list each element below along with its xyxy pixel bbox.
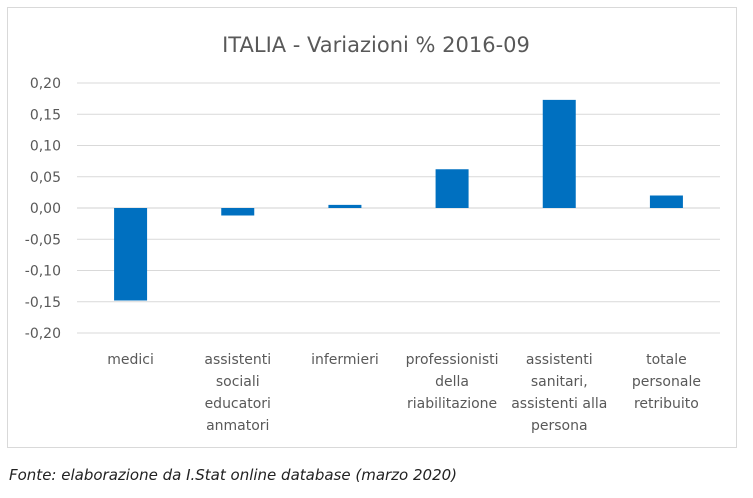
x-tick-label: totale personale retribuito xyxy=(632,352,701,412)
y-axis: 0,20 0,15 0,10 0,05 0,00 -0,05 -0,10 -0,15 -0,20 xyxy=(25,76,61,342)
y-tick-label: -0,20 xyxy=(25,326,61,342)
x-tick-label: professionisti della riabilitazione xyxy=(406,352,499,412)
bar-chart: ITALIA - Variazioni % 2016-09 0,200,150,… xyxy=(25,33,720,434)
y-tick-label: 0,00 xyxy=(30,201,61,217)
chart-frame: ITALIA - Variazioni % 2016-09 0,20 0,15 0,… xyxy=(7,7,737,448)
source-caption: Fonte: elaborazione da I.Stat online dat… xyxy=(9,466,458,484)
y-tick-label: 0,20 xyxy=(30,76,61,92)
gridlines xyxy=(77,82,720,334)
x-axis: medici assistenti sociali educatori anmatori… xyxy=(107,352,701,434)
bar xyxy=(435,169,469,208)
bar xyxy=(649,195,683,208)
chart-title: ITALIA - Variazioni % 2016-09 xyxy=(222,33,530,57)
y-tick-label: -0,15 xyxy=(25,295,61,311)
x-tick-label: assistenti sociali educatori anmatori xyxy=(204,352,271,434)
y-tick-label: 0,15 xyxy=(30,107,61,123)
bar xyxy=(114,208,148,301)
x-tick-label: assistenti sanitari, assistenti alla person… xyxy=(511,352,607,434)
y-tick-label: -0,05 xyxy=(25,232,61,248)
y-tick-label: -0,10 xyxy=(25,264,61,280)
bar xyxy=(328,204,362,208)
x-tick-label: medici xyxy=(107,352,154,368)
x-tick-label: infermieri xyxy=(311,352,379,368)
bars xyxy=(114,99,683,301)
y-tick-label: 0,05 xyxy=(30,170,61,186)
y-tick-label: 0,10 xyxy=(30,139,61,155)
bar xyxy=(542,99,576,208)
bar xyxy=(221,208,255,216)
